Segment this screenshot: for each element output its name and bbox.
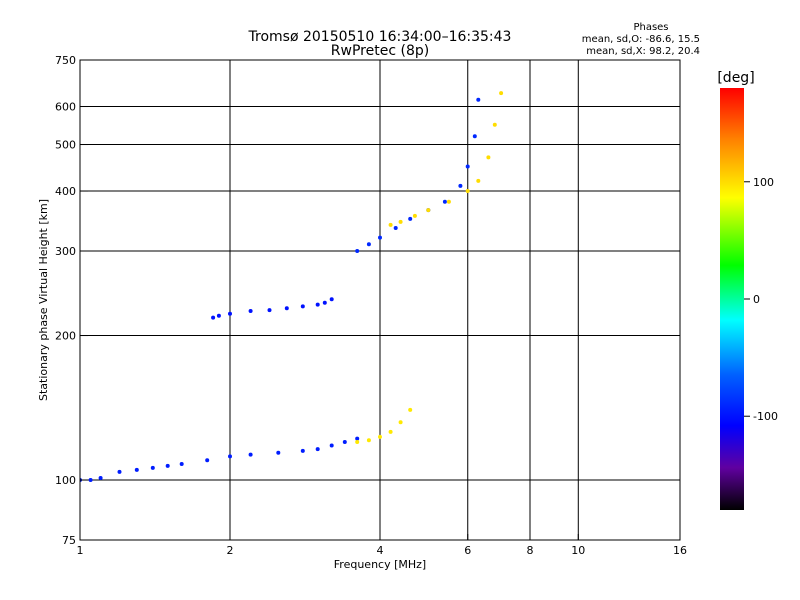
chart-title: Tromsø 20150510 16:34:00–16:35:43 (248, 29, 512, 45)
data-point (342, 440, 347, 444)
data-point (366, 438, 371, 443)
y-tick-label: 400 (55, 185, 76, 198)
x-tick-labels: 1 2 4 6 8 10 16 (77, 534, 687, 557)
data-point (300, 448, 305, 453)
data-point (378, 235, 382, 240)
data-point (315, 447, 320, 452)
phases-heading: Phases (633, 22, 668, 33)
data-point (476, 97, 481, 102)
data-point (211, 315, 216, 320)
colorbar-tick-label: -100 (753, 410, 778, 423)
data-point (398, 420, 403, 425)
y-tick-labels: 75 100 200 300 400 500 600 750 (55, 54, 88, 547)
x-tick-label: 8 (527, 544, 534, 557)
y-tick-label: 300 (55, 245, 76, 258)
plot-grid (80, 60, 680, 540)
x-tick-label: 6 (464, 544, 471, 557)
data-point (388, 222, 393, 227)
data-point (150, 465, 155, 470)
data-point (472, 134, 477, 139)
phases-o-stats: mean, sd,O: -86.6, 15.5 (582, 34, 700, 45)
data-point (134, 467, 139, 472)
x-tick-label: 1 (77, 544, 84, 557)
chart-subtitle: RwPretec (8p) (331, 43, 429, 59)
y-tick-label: 500 (55, 139, 76, 152)
y-tick-label: 200 (55, 330, 76, 343)
data-point (248, 452, 253, 457)
data-point (228, 454, 232, 459)
data-point (446, 199, 451, 204)
data-point (465, 189, 470, 193)
y-tick-label: 100 (55, 474, 76, 487)
data-point (388, 429, 393, 434)
data-point (355, 440, 360, 444)
x-tick-label: 10 (571, 544, 585, 557)
x-axis-label: Frequency [MHz] (334, 558, 426, 571)
data-point (442, 199, 447, 204)
data-point (458, 183, 463, 188)
data-point (117, 469, 122, 474)
data-point (378, 434, 382, 439)
data-point (465, 164, 470, 169)
x-tick-label: 16 (673, 544, 687, 557)
x-tick-label: 4 (377, 544, 384, 557)
data-point (88, 478, 93, 482)
data-point (98, 476, 103, 480)
data-point (179, 462, 184, 466)
data-point (393, 226, 398, 230)
data-point (216, 313, 221, 318)
data-point (276, 450, 281, 455)
data-point (408, 407, 413, 412)
data-point (398, 219, 403, 224)
data-points (80, 91, 504, 482)
y-tick-label: 600 (55, 101, 76, 114)
data-point (248, 309, 253, 313)
data-point (355, 436, 360, 441)
data-point (322, 300, 327, 305)
data-point (355, 249, 360, 253)
colorbar-tick-label: 100 (753, 176, 774, 189)
data-point (426, 208, 431, 213)
data-point (329, 297, 334, 302)
data-point (284, 306, 289, 311)
colorbar-tick-label: 0 (753, 293, 760, 306)
data-point (412, 213, 417, 218)
data-point (486, 155, 491, 160)
data-point (408, 216, 413, 221)
data-point (366, 242, 371, 247)
colorbar-label: [deg] (717, 70, 754, 86)
phases-x-stats: mean, sd,X: 98.2, 20.4 (586, 46, 700, 57)
data-point (165, 463, 170, 468)
y-tick-label: 75 (62, 534, 76, 547)
data-point (267, 308, 272, 313)
data-point (476, 178, 481, 183)
data-point (329, 443, 334, 448)
data-point (205, 458, 210, 463)
data-point (228, 311, 232, 316)
data-point (300, 304, 305, 309)
y-tick-label: 750 (55, 54, 76, 67)
data-point (499, 91, 504, 96)
colorbar (720, 88, 744, 510)
data-point (315, 302, 320, 307)
data-point (492, 122, 497, 127)
colorbar-ticks: 100 0 -100 (744, 176, 778, 423)
y-axis-label: Stationary phase Virtual Height [km] (37, 199, 50, 401)
x-tick-label: 2 (227, 544, 234, 557)
